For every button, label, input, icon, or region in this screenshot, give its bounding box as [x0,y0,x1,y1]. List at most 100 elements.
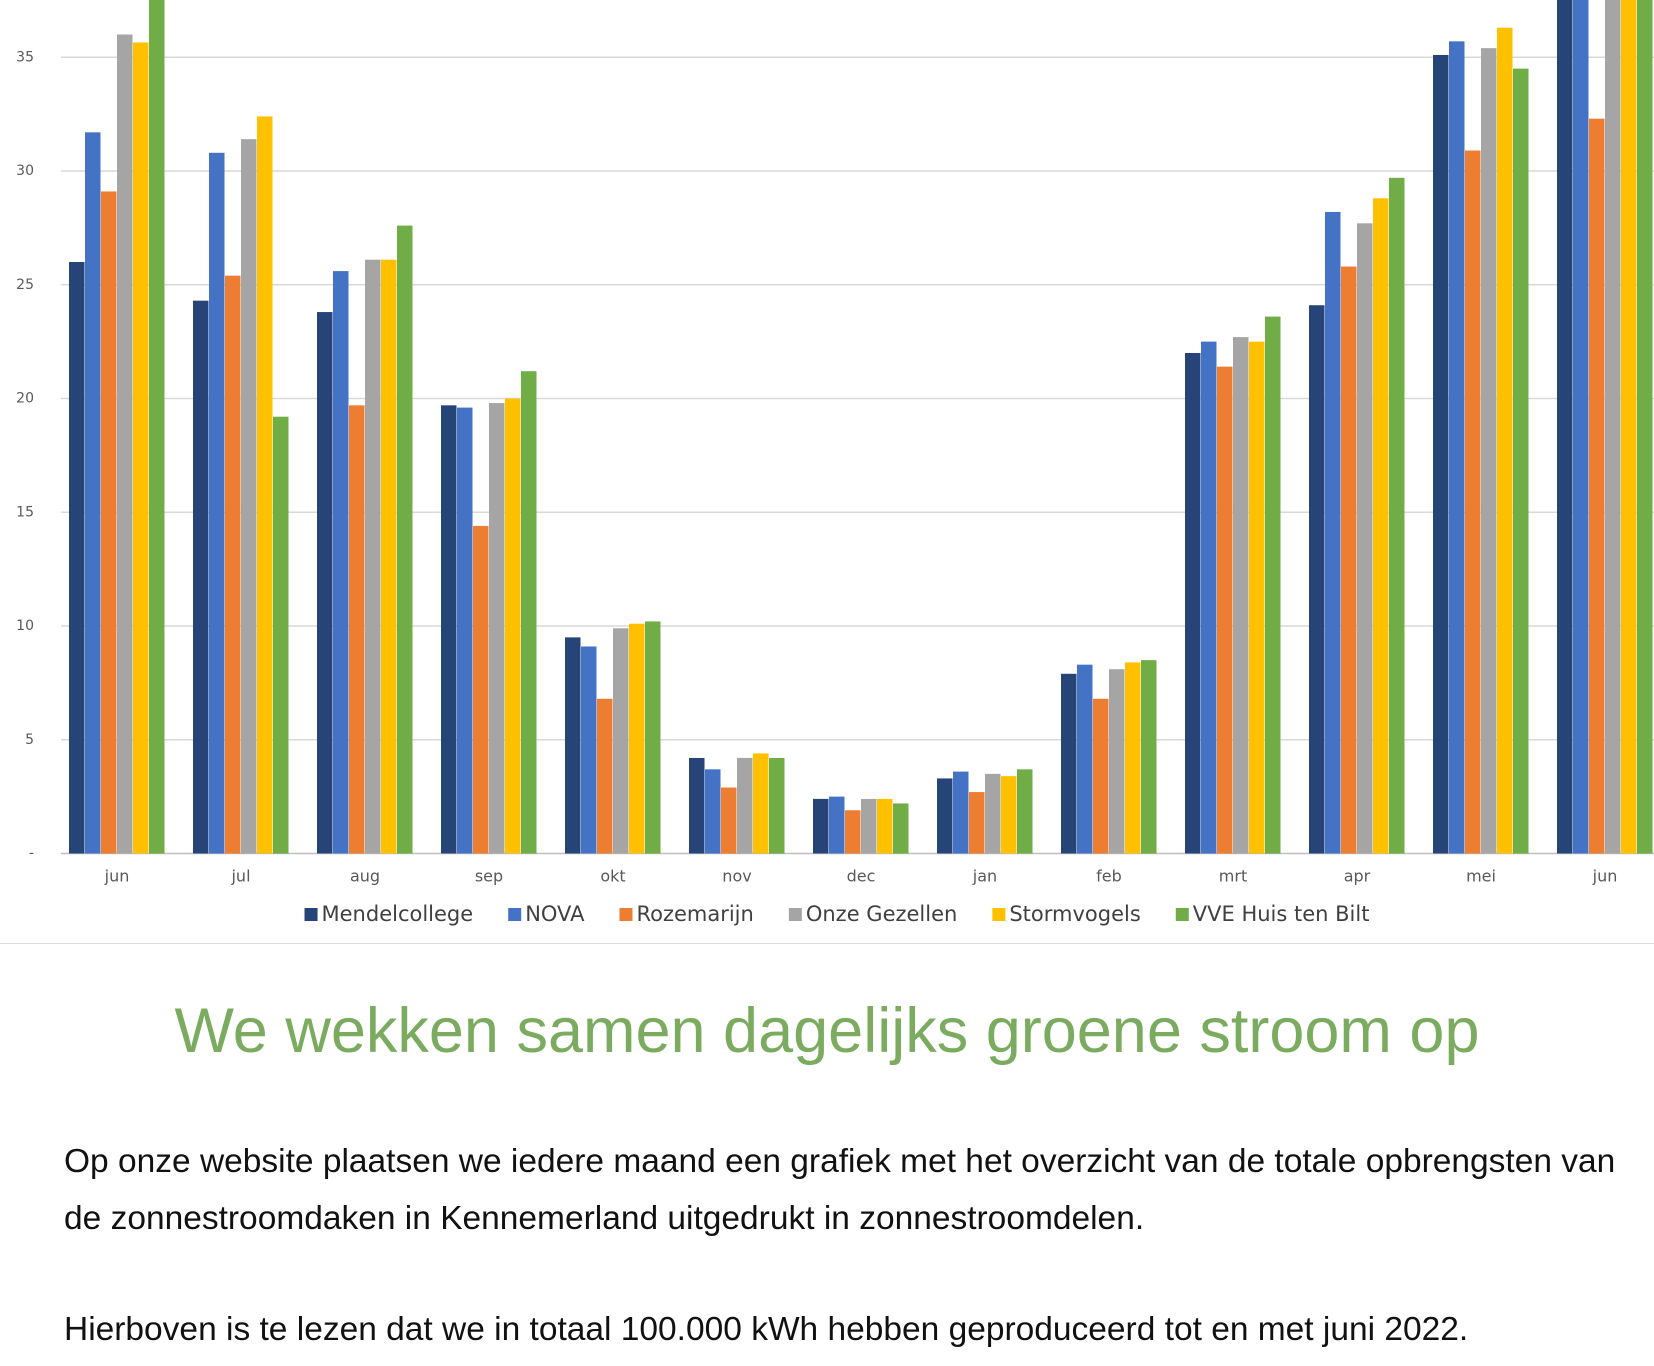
y-tick-label: 25 [16,277,34,293]
x-tick-label: okt [600,867,625,886]
bar [1017,769,1033,854]
bar [969,792,985,854]
x-tick-label: jun [104,867,130,886]
heading: We wekken samen dagelijks groene stroom … [174,996,1480,1066]
bar [845,810,861,854]
x-tick-label: nov [722,867,751,886]
bar [521,371,537,854]
bar [721,787,737,854]
bar [1449,41,1465,854]
legend-label: VVE Huis ten Bilt [1193,902,1370,926]
bar [349,405,365,854]
bar [1109,669,1125,854]
y-tick-label: 15 [16,504,34,520]
bar [225,275,241,854]
x-tick-label: feb [1096,867,1122,886]
bar [1513,68,1529,854]
bar [241,139,257,854]
bar [985,773,1001,854]
bar [813,798,829,854]
bar [133,42,149,854]
x-tick-label: dec [847,867,876,886]
bar [1125,662,1141,854]
chart: - 5 10 15 20 25 30 35 jun jul aug sep okt nov dec jan fe… [0,0,1654,944]
bar [753,753,769,854]
bar [1309,305,1325,854]
x-tick-label: mei [1466,867,1496,886]
bar [317,312,333,854]
paragraph: Op onze website plaatsen we iedere maand… [64,1143,1616,1237]
bar [893,803,909,854]
bar [1093,698,1109,854]
bar [953,771,969,854]
legend-swatch [304,908,318,921]
bar [581,646,597,854]
bar [1357,223,1373,854]
bar [1141,660,1157,854]
bar [193,300,209,854]
y-tick-label: 35 [16,49,34,65]
bar [489,403,505,854]
bar [1185,353,1201,854]
legend-label: Rozemarijn [636,902,753,926]
bar [629,623,645,854]
bar [1389,177,1405,854]
bar [829,796,845,854]
bar [861,798,877,854]
bar [1265,316,1281,854]
bar [1001,776,1017,854]
x-tick-label: jun [1592,867,1618,886]
y-tick-label: 20 [16,391,34,407]
bar [365,259,381,854]
bar [69,262,85,854]
bar [937,778,953,854]
legend-swatch [992,908,1006,921]
bar [209,152,225,854]
bar [505,398,521,854]
legend-swatch [788,908,802,921]
legend-swatch [508,908,522,921]
bar [441,405,457,854]
x-tick-label: jan [972,867,997,886]
x-tick-label: mrt [1219,867,1247,886]
y-tick-label: 5 [25,732,34,748]
bar [769,757,785,854]
bar [737,757,753,854]
bar [473,525,489,854]
x-tick-label: aug [350,867,380,886]
bar [705,769,721,854]
bar [1497,27,1513,854]
bar [273,416,289,854]
legend-label: Stormvogels [1009,902,1140,926]
x-tick-label: jul [230,867,250,886]
bar [1621,0,1637,854]
bar [1481,48,1497,854]
bar [645,621,661,854]
bar [1201,341,1217,854]
y-tick-label: 30 [16,163,34,179]
bar [333,271,349,854]
bar [689,757,705,854]
legend-label: Onze Gezellen [806,902,958,926]
bar [1573,0,1589,854]
bar [1373,198,1389,854]
bar [85,132,101,854]
bar [117,34,133,854]
legend-swatch [1175,908,1189,921]
bar [1077,664,1093,854]
bar [1341,266,1357,854]
bar [1325,211,1341,854]
y-tick-label: - [29,846,34,862]
y-tick-label: 10 [16,618,34,634]
x-tick-label: apr [1344,867,1371,886]
bar [565,637,581,854]
bar [597,698,613,854]
bar [1061,673,1077,854]
bar [1233,337,1249,854]
bar [257,116,273,854]
bar [101,191,117,854]
legend-label: NOVA [525,902,585,926]
bar [613,628,629,854]
legend-label: Mendelcollege [322,902,474,926]
